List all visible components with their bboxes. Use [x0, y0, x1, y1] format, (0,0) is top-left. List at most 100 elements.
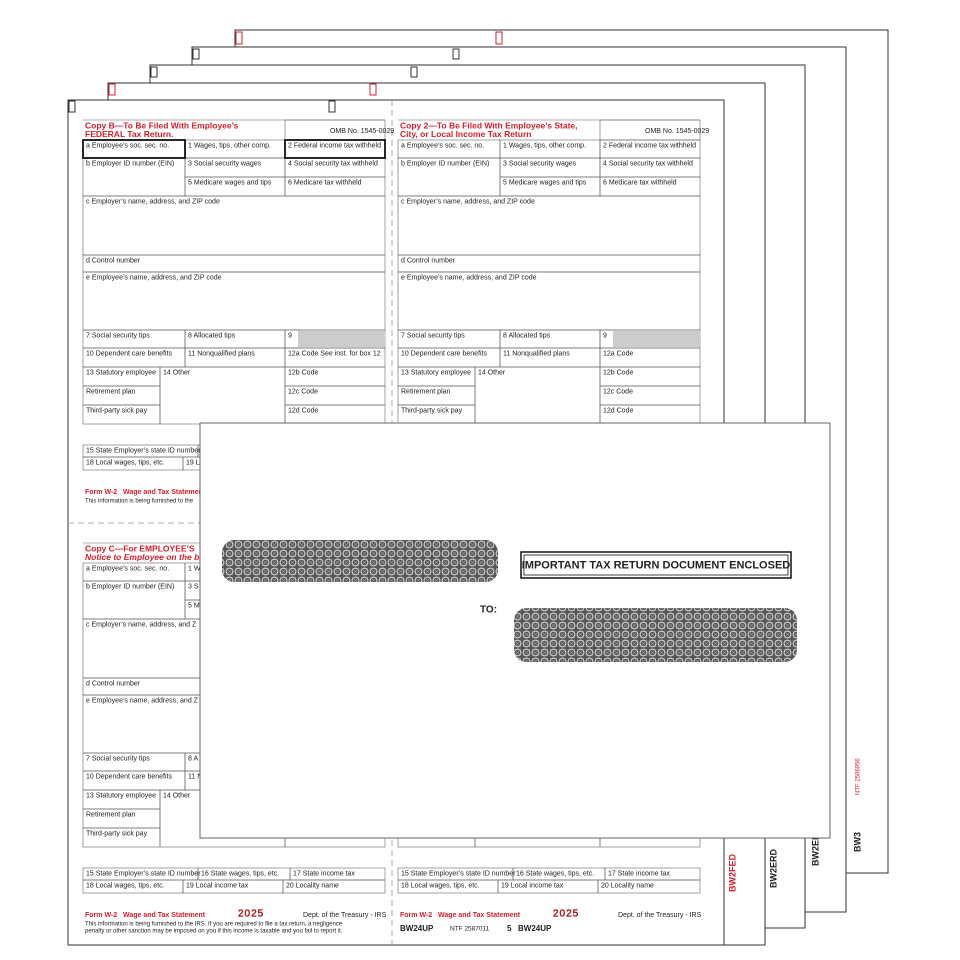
field-label: 9 — [288, 332, 292, 339]
field-label: 17 State income tax — [608, 870, 670, 877]
field-label: 1 W — [188, 565, 201, 572]
field-label: 8 Allocated tips — [188, 332, 236, 339]
field-label: 20 Locality name — [286, 882, 339, 889]
form-year: 2025 — [553, 909, 579, 920]
field-label: 8 Allocated tips — [503, 332, 551, 339]
omb: OMB No. 1545-0029 — [330, 128, 394, 135]
field-label: 1 Wages, tips, other comp. — [503, 142, 586, 149]
field-box — [597, 879, 701, 894]
field-label: 10 Dependent care benefits — [86, 773, 173, 780]
form-code: BW24UP — [518, 924, 552, 933]
field-label: 13 Statutory employee — [401, 369, 471, 376]
field-label: a Employee’s soc. sec. no. — [401, 142, 484, 149]
form-code: BW24UP — [400, 924, 434, 933]
sheet-code: BW2FED — [727, 854, 737, 893]
field-box — [82, 827, 161, 848]
field-label: e Employee’s name, address, and Z — [86, 697, 199, 704]
field-label: 16 State wages, tips, etc. — [516, 870, 594, 877]
field-label: 19 L — [186, 459, 200, 466]
sheet-ntf: NTF 2586956 — [856, 758, 862, 795]
omb: OMB No. 1545-0029 — [645, 128, 709, 135]
copy-title: Copy C—For EMPLOYEE’S — [85, 543, 195, 553]
field-label: 14 Other — [163, 792, 191, 799]
highlight-box — [82, 139, 186, 159]
field-label: c Employer’s name, address, and ZIP code — [86, 198, 220, 205]
field-label: 8 A — [188, 755, 198, 762]
field-label: 17 State income tax — [293, 870, 355, 877]
field-label: 12c Code — [603, 388, 633, 395]
field-label: a Employee’s soc. sec. no. — [86, 142, 169, 149]
mark — [68, 100, 76, 113]
field-label: 16 State wages, tips, etc. — [201, 870, 279, 877]
field-label: e Employee’s name, address, and ZIP code — [86, 274, 222, 281]
field-label: 9 — [603, 332, 607, 339]
envelope: IMPORTANT TAX RETURN DOCUMENT ENCLOSED T… — [199, 422, 831, 839]
highlight-box — [284, 139, 386, 159]
field-label: b Employer ID number (EIN) — [86, 583, 174, 590]
form-name: Form W-2 — [400, 912, 432, 919]
field-label: e Employee’s name, address, and ZIP code — [401, 274, 537, 281]
notice: This information is being furnished to t… — [85, 499, 194, 505]
field-label: 3 S — [188, 583, 199, 590]
field-label: 12c Code — [288, 388, 318, 395]
field-label: 12a Code See inst. for box 12 — [288, 350, 381, 357]
field-label: 3 Social security wages — [188, 160, 262, 167]
field-label: 18 Local wages, tips, etc. — [86, 459, 165, 466]
field-label: 19 Local income tax — [501, 882, 564, 889]
form-name: Form W-2 — [85, 489, 117, 496]
copy-title: Copy B—To Be Filed With Employee’s — [85, 120, 239, 130]
mark — [410, 66, 418, 78]
field-label: 18 Local wages, tips, etc. — [401, 882, 480, 889]
mark — [192, 48, 200, 60]
mark — [108, 83, 116, 96]
banner-box — [523, 554, 789, 576]
notice: This information is being furnished to t… — [85, 922, 343, 928]
field-label: 12d Code — [288, 407, 318, 414]
field-label: Third-party sick pay — [86, 407, 148, 414]
field-label: Retirement plan — [401, 388, 451, 395]
field-label: 10 Dependent care benefits — [86, 350, 173, 357]
sheet-code: BW3 — [852, 832, 862, 852]
field-label: 12d Code — [603, 407, 633, 414]
field-label: d Control number — [86, 257, 141, 264]
field-label: 12b Code — [603, 369, 633, 376]
form-name: Form W-2 — [85, 912, 117, 919]
window — [514, 608, 797, 662]
field-label: 6 Medicare tax withheld — [603, 179, 677, 186]
forms: a Employee’s soc. sec. no. 1 Wages, tips,… — [82, 119, 709, 935]
field-box — [82, 404, 161, 425]
field-label: 2 Federal income tax withheld — [603, 142, 696, 149]
field-label: b Employer ID number (EIN) — [401, 160, 489, 167]
form-dept: Dept. of the Treasury - IRS — [303, 912, 387, 919]
field-label: 11 Nonqualified plans — [503, 350, 570, 357]
field-label: 20 Locality name — [601, 882, 654, 889]
mark — [150, 66, 158, 78]
field-label: c Employer’s name, address, and Z — [86, 621, 197, 628]
field-label: 7 Social security tips — [86, 332, 150, 339]
field-label: 14 Other — [163, 369, 191, 376]
gray-box — [298, 331, 384, 347]
field-label: 7 Social security tips — [86, 755, 150, 762]
sheet-code: BW2ERD — [768, 848, 778, 888]
sheet-code: BW2ER — [810, 833, 820, 866]
copy-title: City, or Local Income Tax Return — [400, 129, 531, 139]
field-label: 5 Medicare wages and tips — [188, 179, 272, 186]
field-label: 5 M — [188, 602, 200, 609]
field-label: 13 Statutory employee — [86, 792, 156, 799]
field-label: 1 Wages, tips, other comp. — [188, 142, 271, 149]
field-label: 12b Code — [288, 369, 318, 376]
banner-box — [520, 551, 792, 579]
field-label: c Employer’s name, address, and ZIP code — [401, 198, 535, 205]
field-label: d Control number — [401, 257, 456, 264]
field-label: 3 Social security wages — [503, 160, 577, 167]
field-label: 4 Social security tax withheld — [603, 160, 693, 167]
field-label: 10 Dependent care benefits — [401, 350, 488, 357]
form-dept: Dept. of the Treasury - IRS — [618, 912, 702, 919]
copy-title: FEDERAL Tax Return. — [85, 129, 173, 139]
field-label: 15 State Employer’s state ID number — [401, 870, 516, 877]
field-label: Retirement plan — [86, 811, 136, 818]
field-label: b Employer ID number (EIN) — [86, 160, 174, 167]
form-statement: Wage and Tax Statement — [438, 912, 521, 919]
copy-title: Copy 2—To Be Filed With Employee’s State… — [400, 120, 578, 130]
field-label: 14 Other — [478, 369, 506, 376]
